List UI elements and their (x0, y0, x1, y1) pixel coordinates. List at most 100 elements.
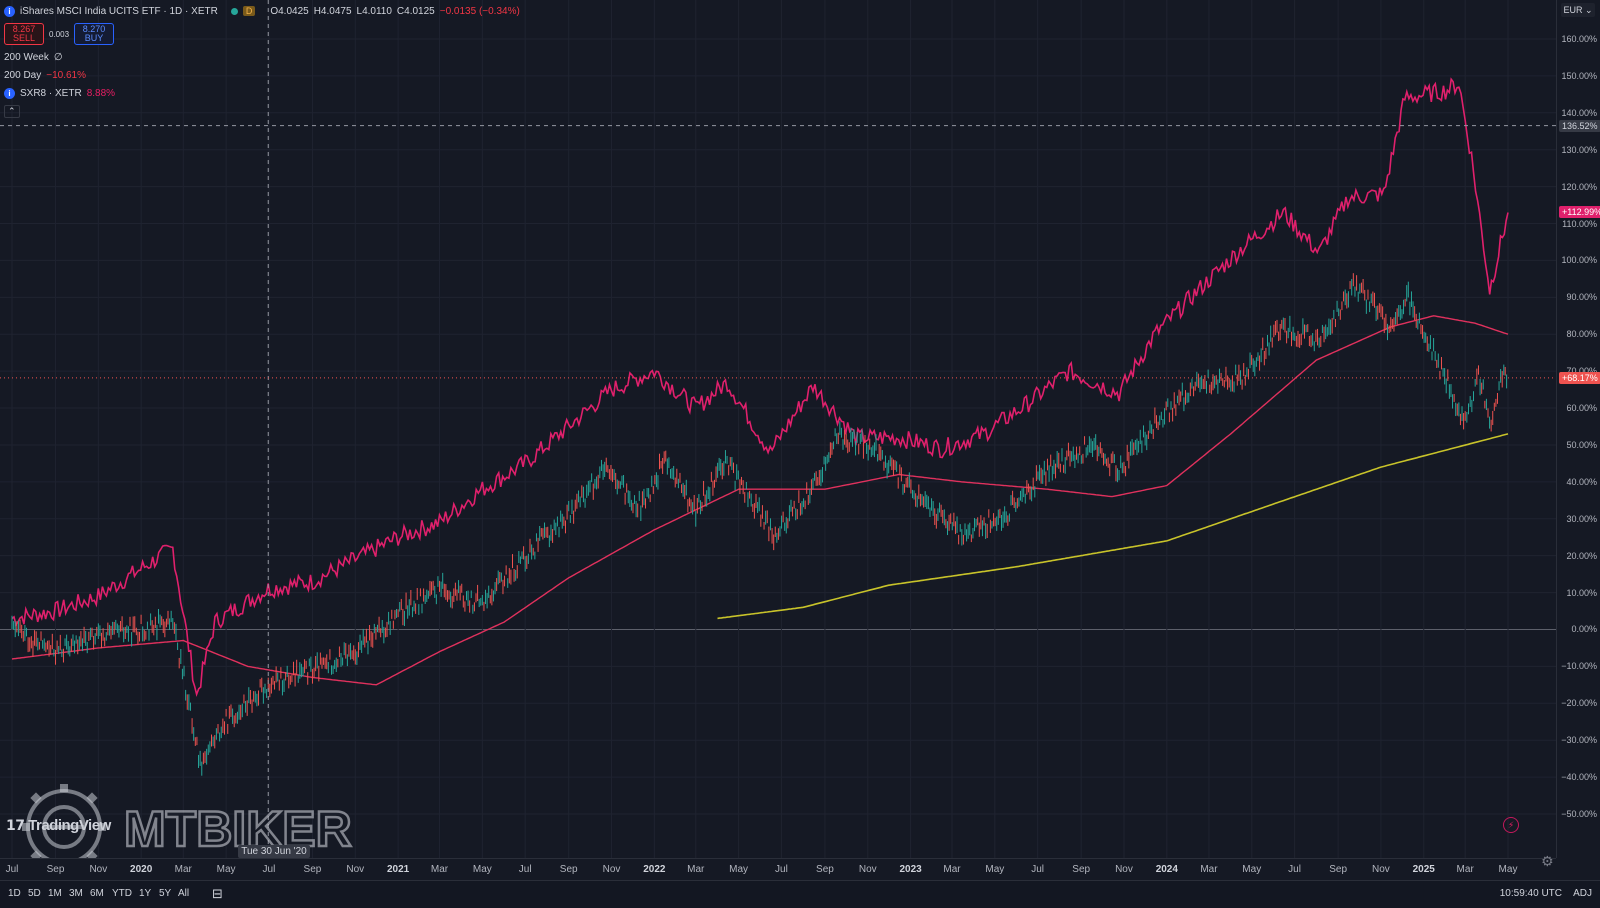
symbol-row[interactable]: i iShares MSCI India UCITS ETF · 1D · XE… (4, 2, 520, 20)
x-tick-label: Nov (346, 864, 365, 875)
ohlc-open: O4.0425 (270, 5, 309, 17)
lightning-icon[interactable]: ⚡ (1503, 817, 1519, 833)
watermark-text: MTBIKER (124, 801, 352, 857)
x-tick-label: Sep (559, 864, 578, 875)
y-tick-label: 40.00% (1566, 476, 1597, 487)
crosshair-price-badge: 136.52% (1559, 119, 1600, 132)
x-tick-label: Sep (303, 864, 322, 875)
x-tick-label: Nov (89, 864, 108, 875)
buy-price: 8.270 (82, 24, 106, 34)
x-tick-label: Sep (1329, 864, 1348, 875)
adjust-button[interactable]: ADJ (1573, 888, 1592, 899)
x-tick-label: Sep (46, 864, 65, 875)
buy-button[interactable]: 8.270 BUY (74, 23, 115, 45)
compare-line-sxr8 (11, 77, 1509, 697)
x-tick-label: May (1242, 864, 1262, 875)
info-icon[interactable]: i (4, 5, 15, 17)
compare-last-badge: +112.99% (1559, 206, 1600, 219)
price-scale[interactable]: EUR ⌄ 160.00% 150.00% 140.00% 130.00% 120.00… (1556, 0, 1600, 858)
y-tick-label: 100.00% (1561, 255, 1597, 266)
compare-value: 8.88% (86, 87, 116, 99)
x-tick-label: Mar (943, 864, 961, 875)
y-tick-label: 30.00% (1566, 513, 1597, 524)
ohlc-close: C4.0125 (396, 5, 435, 17)
x-tick-label: 2021 (386, 864, 410, 875)
x-tick-label: May (1498, 864, 1518, 875)
clock[interactable]: 10:59:40 UTC (1499, 888, 1562, 899)
range-button-5y[interactable]: 5Y (159, 888, 172, 899)
delayed-badge[interactable]: D (242, 6, 256, 16)
x-tick-label: Nov (1115, 864, 1133, 875)
range-button-ytd[interactable]: YTD (112, 888, 132, 899)
y-tick-label: 70.00% (1566, 366, 1597, 376)
x-tick-label: Mar (1456, 864, 1474, 875)
indicator-value: ∅ (53, 51, 63, 63)
currency-selector[interactable]: EUR ⌄ (1561, 3, 1595, 17)
y-tick-label: 0.00% (1571, 624, 1597, 635)
x-tick-label: Jul (1288, 864, 1301, 875)
x-tick-label: 2025 (1412, 864, 1435, 875)
y-tick-label: 150.00% (1561, 70, 1597, 81)
y-tick-label: 120.00% (1561, 181, 1597, 192)
x-tick-label: Jul (518, 864, 532, 875)
info-icon[interactable]: i (4, 87, 15, 99)
y-tick-label: 90.00% (1566, 292, 1597, 303)
ma-200-day-line (11, 315, 1509, 686)
range-button-1m[interactable]: 1M (48, 888, 62, 899)
y-tick-label: −40.00% (1561, 772, 1597, 783)
spread-value: 0.003 (49, 29, 70, 39)
time-axis[interactable]: Jul Sep Nov 2020 Mar May Jul Sep Nov 2021 Mar May Ju… (0, 858, 1556, 881)
x-tick-label: 2023 (899, 864, 922, 875)
candles (11, 273, 1508, 776)
sell-label: SELL (12, 33, 36, 43)
y-tick-label: 110.00% (1562, 218, 1597, 229)
x-tick-label: May (985, 864, 1005, 875)
y-tick-label: −50.00% (1561, 809, 1597, 819)
range-button-5d[interactable]: 5D (28, 888, 41, 899)
market-open-icon (230, 7, 238, 15)
x-tick-label: Jul (5, 864, 19, 875)
x-tick-label: May (472, 864, 492, 875)
sell-price: 8.267 (12, 24, 36, 34)
x-tick-label: May (216, 864, 236, 875)
watermark-logo: MTBIKER (22, 784, 353, 858)
x-tick-label: 2022 (643, 864, 666, 875)
indicator-200week[interactable]: 200 Week ∅ (4, 48, 520, 66)
x-tick-label: Jul (1031, 864, 1045, 875)
range-button-all[interactable]: All (178, 888, 190, 899)
x-tick-label: Mar (174, 864, 192, 875)
y-tick-label: −20.00% (1561, 698, 1597, 709)
symbol-title[interactable]: iShares MSCI India UCITS ETF · 1D · XETR (20, 5, 218, 17)
y-tick-label: 160.00% (1561, 34, 1597, 44)
ohlc-low: L4.0110 (356, 5, 392, 17)
indicator-label: 200 Week (4, 51, 49, 63)
collapse-legend-button[interactable]: ⌃ (4, 104, 20, 118)
trade-row: 8.267 SELL 0.003 8.270 BUY (4, 20, 520, 48)
currency-label: EUR (1563, 5, 1583, 15)
settings-icon[interactable]: ⚙ (1541, 853, 1554, 869)
range-button-1y[interactable]: 1Y (139, 888, 152, 899)
compare-symbol: SXR8 · XETR (20, 87, 82, 99)
etf-last-badge: +68.17% (1559, 371, 1600, 384)
x-tick-label: Nov (602, 864, 621, 875)
crosshair-date-label: Tue 30 Jun '20 (238, 845, 310, 858)
ma-200-week-line (717, 433, 1509, 620)
sell-button[interactable]: 8.267 SELL (4, 23, 44, 45)
chart-pane[interactable]: i iShares MSCI India UCITS ETF · 1D · XE… (0, 0, 1556, 858)
x-tick-label: Mar (687, 864, 705, 875)
x-tick-label: Nov (858, 864, 877, 875)
chart-svg[interactable] (0, 0, 1556, 858)
range-button-3m[interactable]: 3M (69, 888, 83, 899)
y-tick-label: −10.00% (1561, 661, 1597, 672)
x-tick-label: May (729, 864, 749, 875)
y-tick-label: 20.00% (1566, 550, 1597, 561)
indicator-200day[interactable]: 200 Day −10.61% (4, 66, 520, 84)
date-range-icon[interactable]: ⊟ (212, 886, 223, 901)
x-tick-label: 2024 (1155, 864, 1178, 875)
legend: i iShares MSCI India UCITS ETF · 1D · XE… (4, 2, 520, 120)
range-button-6m[interactable]: 6M (90, 888, 104, 899)
compare-row[interactable]: i SXR8 · XETR 8.88% (4, 84, 520, 102)
range-button-1d[interactable]: 1D (8, 888, 21, 899)
x-tick-label: Sep (816, 864, 834, 875)
ohlc-change: −0.0135 (−0.34%) (439, 5, 520, 17)
